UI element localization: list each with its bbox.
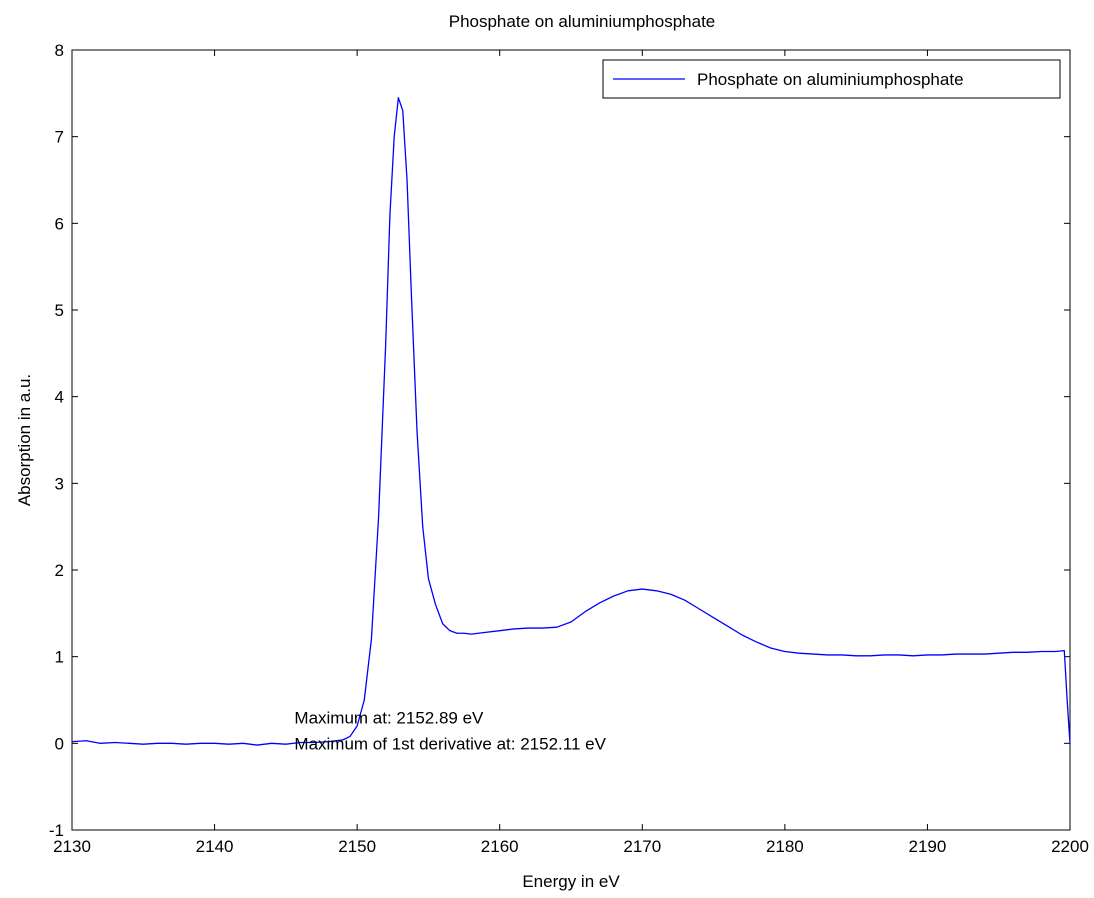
x-tick-label: 2170: [623, 837, 661, 856]
y-tick-label: 1: [55, 648, 64, 667]
x-tick-label: 2200: [1051, 837, 1089, 856]
series-layer: [71, 97, 1071, 746]
annotation-text-0: Maximum at: 2152.89 eV: [294, 708, 484, 727]
y-tick-label: 5: [55, 301, 64, 320]
legend-series-label: Phosphate on aluminiumphosphate: [697, 70, 964, 89]
y-axis-label: Absorption in a.u.: [15, 374, 34, 506]
y-tick-label: 4: [55, 388, 64, 407]
chart-title: Phosphate on aluminiumphosphate: [449, 12, 716, 31]
x-tick-label: 2130: [53, 837, 91, 856]
x-tick-label: 2140: [196, 837, 234, 856]
annotation-text-1: Maximum of 1st derivative at: 2152.11 eV: [294, 734, 606, 753]
annotations: Maximum at: 2152.89 eV Maximum of 1st der…: [294, 708, 606, 753]
axis-tick-labels: 2130 2140 2150 2160 2170 2180 2190 2200 -1 0 1 2 3 4 5…: [49, 41, 1089, 856]
x-tick-label: 2190: [909, 837, 947, 856]
y-tick-label: -1: [49, 821, 64, 840]
y-tick-label: 3: [55, 474, 64, 493]
plot-area: [71, 49, 1071, 831]
y-tick-label: 2: [55, 561, 64, 580]
y-tick-label: 6: [55, 214, 64, 233]
x-tick-label: 2160: [481, 837, 519, 856]
y-tick-label: 8: [55, 41, 64, 60]
y-tick-label: 7: [55, 128, 64, 147]
x-axis-label: Energy in eV: [522, 872, 620, 891]
legend: Phosphate on aluminiumphosphate: [602, 59, 1061, 99]
y-tick-label: 0: [55, 734, 64, 753]
axis-ticks: [71, 49, 1071, 831]
x-tick-label: 2180: [766, 837, 804, 856]
x-tick-label: 2150: [338, 837, 376, 856]
series-line-0: [71, 97, 1071, 746]
